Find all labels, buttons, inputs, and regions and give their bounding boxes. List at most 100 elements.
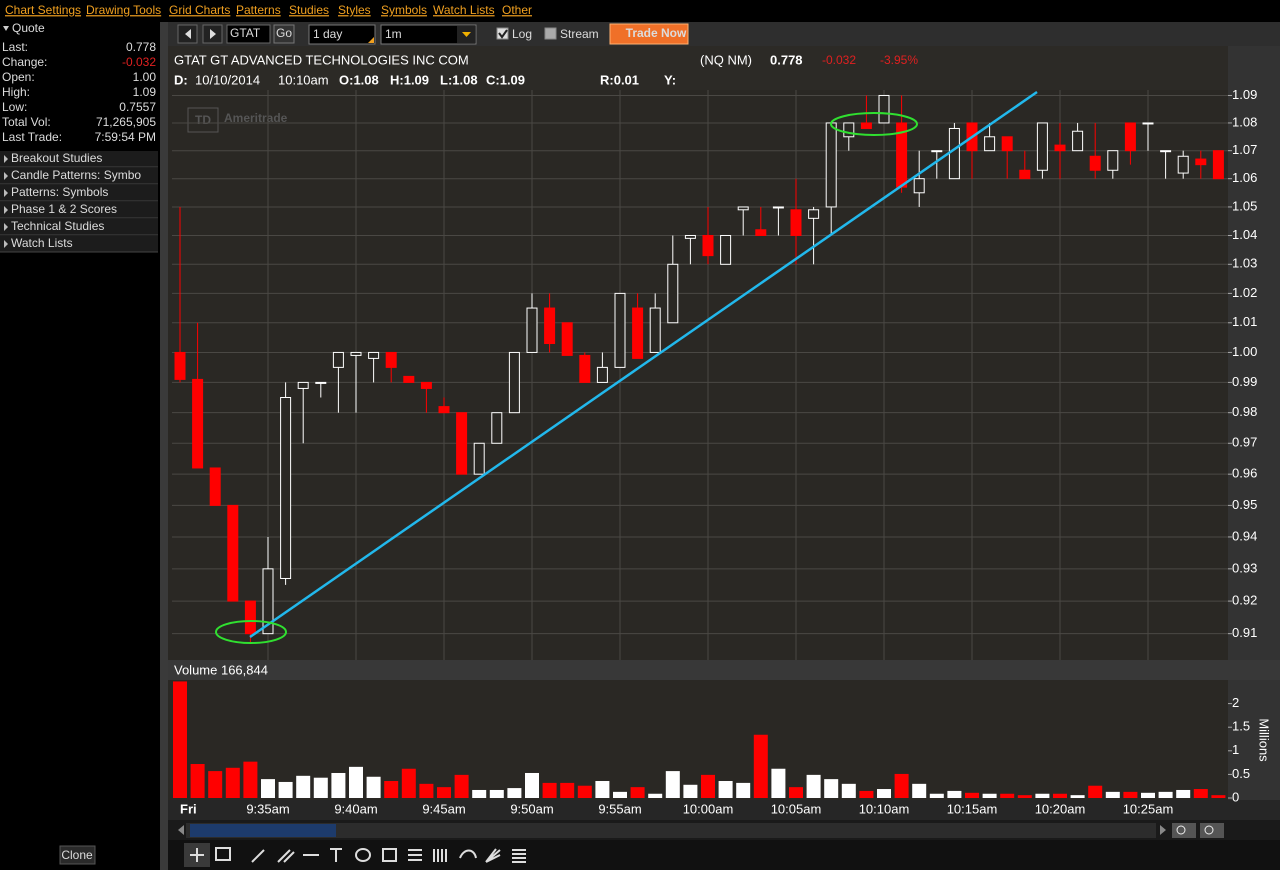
- candle-body: [843, 122, 855, 138]
- tool-ellipse[interactable]: [355, 848, 371, 862]
- exchange: (NQ NM): [700, 52, 752, 67]
- volume-bar: [630, 787, 645, 798]
- tool-arc[interactable]: [459, 849, 477, 859]
- x-tick-label: Fri: [180, 801, 197, 816]
- candle-body: [702, 234, 714, 257]
- menu-item[interactable]: Watch Lists: [433, 3, 495, 17]
- quote-label: Low:: [2, 100, 27, 114]
- volume-bar: [419, 783, 434, 798]
- clone-button[interactable]: [59, 845, 96, 865]
- menu-item[interactable]: Symbols: [381, 3, 427, 17]
- volume-bar: [806, 774, 821, 798]
- trade-label[interactable]: Trade Now: [626, 26, 687, 40]
- candle-body: [948, 127, 960, 180]
- range-text[interactable]: 1 day: [313, 27, 342, 41]
- y-tick-label: 0.94: [1232, 528, 1257, 543]
- y-tick-label: 1.06: [1232, 170, 1257, 185]
- menu-item[interactable]: Studies: [289, 3, 329, 17]
- menu-item[interactable]: Styles: [338, 3, 371, 17]
- volume-bar: [701, 774, 715, 798]
- section-title[interactable]: Breakout Studies: [11, 151, 102, 165]
- scroll-thumb[interactable]: [190, 824, 336, 837]
- go-button[interactable]: [273, 24, 295, 44]
- scroll-track[interactable]: [186, 823, 1156, 838]
- x-tick-label: 10:10am: [859, 801, 910, 816]
- candle-body: [280, 397, 292, 579]
- zoom-in[interactable]: [1172, 823, 1196, 838]
- chart-header: [168, 46, 1280, 90]
- symbol-input[interactable]: [226, 24, 271, 44]
- volume-y-tick-label: 0.5: [1232, 766, 1250, 781]
- candle-body: [209, 467, 221, 506]
- volume-y-tick-label: 0: [1232, 789, 1239, 804]
- section-title[interactable]: Phase 1 & 2 Scores: [11, 202, 117, 216]
- stream-label[interactable]: Stream: [560, 27, 599, 41]
- time-axis: [168, 800, 1280, 820]
- volume-bar: [965, 792, 979, 798]
- symbol-text[interactable]: GTAT: [230, 26, 261, 40]
- info-field: C:1.09: [486, 72, 525, 87]
- tool-cycles[interactable]: [433, 849, 447, 862]
- candle-body: [984, 136, 996, 152]
- tool-text[interactable]: [330, 848, 342, 862]
- clone-label[interactable]: Clone: [61, 848, 93, 862]
- info-field: Y:: [664, 72, 676, 87]
- y-tick-label: 1.09: [1232, 87, 1257, 102]
- tool-cursor[interactable]: [190, 848, 204, 862]
- highlight-ellipse: [830, 112, 918, 136]
- section-title[interactable]: Watch Lists: [11, 236, 73, 250]
- section-title[interactable]: Candle Patterns: Symbo: [11, 168, 141, 182]
- candle-body: [1195, 158, 1207, 166]
- section-header: [0, 185, 158, 201]
- candle-body: [632, 307, 644, 359]
- log-label[interactable]: Log: [512, 27, 532, 41]
- x-tick-label: 9:45am: [422, 801, 465, 816]
- log-checkbox[interactable]: [496, 27, 509, 40]
- tool-fib[interactable]: [408, 849, 422, 861]
- tool-fan[interactable]: [485, 848, 501, 863]
- section-toggle: [4, 189, 8, 197]
- menu-item[interactable]: Other: [502, 3, 532, 17]
- zoom-in-icon: [1176, 825, 1186, 835]
- menu-item[interactable]: Patterns: [236, 3, 281, 17]
- quote-toggle[interactable]: [3, 26, 9, 31]
- interval-text[interactable]: 1m: [385, 27, 402, 41]
- tool-list[interactable]: [512, 849, 526, 863]
- tool-select[interactable]: [215, 847, 231, 861]
- volume-bar: [718, 781, 733, 798]
- candle-body: [772, 206, 784, 209]
- section-header: [0, 202, 158, 218]
- quote-title[interactable]: Quote: [12, 21, 45, 35]
- section-title[interactable]: Patterns: Symbols: [11, 185, 108, 199]
- volume-bar: [384, 781, 399, 798]
- section-title[interactable]: Technical Studies: [11, 219, 104, 233]
- section-toggle: [4, 206, 8, 214]
- candle-body: [526, 307, 538, 353]
- menu-item[interactable]: Grid Charts: [169, 3, 230, 17]
- trade-button[interactable]: [609, 23, 689, 45]
- candle-body: [227, 504, 239, 602]
- interval-select[interactable]: [380, 24, 477, 45]
- volume-y-tick-label: 1: [1232, 742, 1239, 757]
- x-tick-label: 10:15am: [947, 801, 998, 816]
- volume-bar: [982, 793, 997, 798]
- menu-item[interactable]: Chart Settings: [5, 3, 81, 17]
- tool-channel[interactable]: [277, 849, 295, 863]
- candle-body: [1089, 155, 1101, 171]
- back-icon: [185, 29, 191, 39]
- info-field: R:0.01: [600, 72, 639, 87]
- volume-bar: [1176, 789, 1191, 798]
- drawing-tools[interactable]: [184, 843, 526, 867]
- candle-body: [825, 122, 837, 208]
- tool-pencil[interactable]: [251, 849, 265, 863]
- splitter: [160, 22, 168, 870]
- go-label[interactable]: Go: [276, 26, 292, 40]
- candle-body: [649, 307, 661, 353]
- stream-checkbox[interactable]: [544, 27, 557, 40]
- volume-bar: [454, 774, 469, 798]
- tool-rect[interactable]: [382, 848, 397, 862]
- range-select[interactable]: [308, 24, 376, 45]
- y-tick-label: 0.91: [1232, 625, 1257, 640]
- zoom-out[interactable]: [1200, 823, 1224, 838]
- menu-item[interactable]: Drawing Tools: [86, 3, 161, 17]
